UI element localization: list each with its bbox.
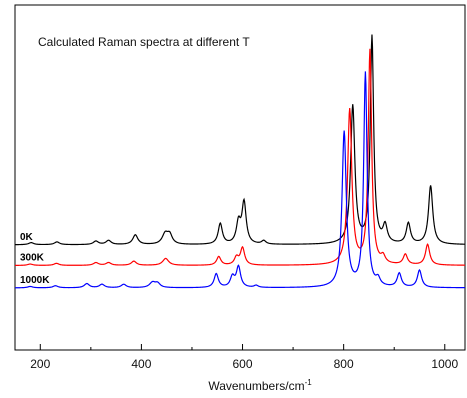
series-label-1000k: 1000K xyxy=(20,275,50,286)
x-tick-label-800: 800 xyxy=(334,357,354,371)
series-group xyxy=(14,34,466,289)
series-label-300k: 300K xyxy=(20,252,45,263)
series-labels: 0K 300K 1000K xyxy=(20,232,50,286)
plot-frame xyxy=(14,4,466,351)
x-axis-label: Wavenumbers/cm-1 xyxy=(208,378,312,393)
x-tick-label-200: 200 xyxy=(30,357,50,371)
series-label-0k: 0K xyxy=(20,232,34,243)
series-line-1000k xyxy=(15,71,466,289)
series-line-0k xyxy=(14,34,466,246)
x-tick-label-400: 400 xyxy=(131,357,151,371)
chart-title: Calculated Raman spectra at different T xyxy=(38,35,250,49)
x-ticks: 200 400 600 800 1000 xyxy=(30,344,458,371)
x-tick-label-1000: 1000 xyxy=(431,357,458,371)
x-tick-label-600: 600 xyxy=(233,357,253,371)
x-axis-label-text: Wavenumbers/cm xyxy=(208,379,304,393)
series-line-300k xyxy=(14,48,466,266)
x-axis-label-superscript: -1 xyxy=(305,378,313,387)
